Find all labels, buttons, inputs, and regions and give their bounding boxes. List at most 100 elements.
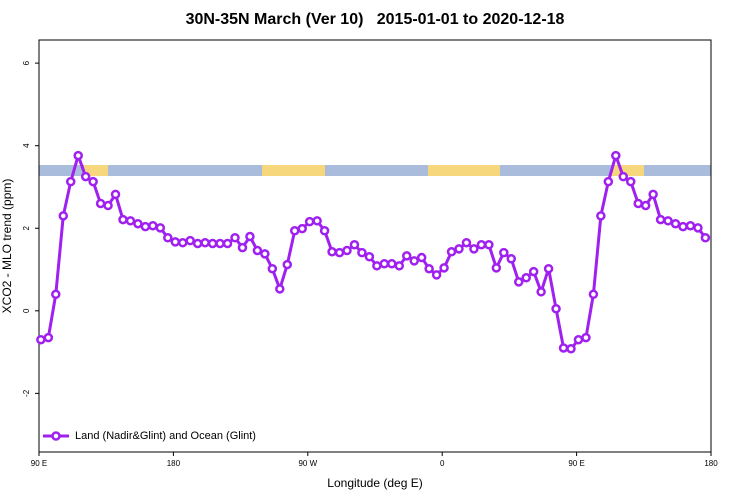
- data-point: [215, 238, 225, 249]
- data-point: [43, 332, 54, 343]
- data-point: [588, 289, 599, 300]
- x-tick-label: 90 E: [31, 459, 47, 468]
- data-point: [521, 273, 531, 283]
- data-point: [648, 189, 658, 200]
- data-point: [618, 171, 629, 182]
- data-point: [200, 237, 210, 248]
- y-axis-label: XCO2 - MLO trend (ppm): [0, 179, 14, 314]
- plot-frame: [38, 39, 712, 453]
- data-point: [289, 225, 300, 236]
- data-point: [596, 211, 606, 221]
- data-point: [36, 334, 46, 345]
- data-point: [237, 242, 248, 253]
- x-tick-label: 180: [167, 459, 181, 468]
- data-point: [611, 150, 621, 161]
- data-point: [693, 223, 703, 233]
- data-point: [655, 214, 666, 225]
- data-point: [334, 247, 345, 258]
- data-point: [170, 237, 181, 247]
- data-point: [155, 223, 166, 233]
- data-point: [387, 259, 397, 269]
- y-tick-label: 0: [22, 308, 31, 313]
- x-axis-label: Longitude (deg E): [327, 476, 422, 490]
- data-point: [499, 247, 509, 258]
- data-point: [670, 218, 681, 229]
- data-point: [192, 238, 203, 249]
- data-point: [252, 245, 263, 256]
- data-point: [513, 277, 524, 287]
- data-point: [491, 263, 502, 273]
- data-point: [461, 237, 472, 248]
- x-tick-label: 0: [440, 459, 445, 468]
- data-point: [454, 244, 464, 254]
- data-point: [207, 238, 218, 249]
- data-point: [372, 261, 382, 271]
- data-point: [476, 240, 487, 250]
- data-point: [51, 289, 61, 300]
- data-point: [327, 247, 337, 257]
- data-point: [506, 254, 517, 264]
- data-point: [528, 266, 539, 277]
- data-point: [103, 200, 113, 211]
- data-point: [245, 231, 255, 242]
- data-point: [663, 216, 673, 226]
- data-point: [700, 232, 711, 243]
- data-point: [312, 216, 322, 226]
- data-point: [543, 263, 554, 274]
- data-point: [416, 252, 427, 263]
- x-tick-label: 180: [704, 459, 718, 468]
- data-point: [230, 232, 240, 243]
- data-point: [573, 334, 584, 345]
- data-point: [685, 221, 696, 231]
- y-tick-label: 6: [22, 60, 31, 65]
- land-ocean-strip: [39, 165, 711, 176]
- data-point: [58, 211, 69, 221]
- legend-label: Land (Nadir&Glint) and Ocean (Glint): [75, 430, 256, 442]
- data-point: [625, 176, 636, 187]
- data-point: [65, 176, 76, 187]
- data-point: [469, 244, 479, 254]
- data-point: [640, 200, 651, 211]
- data-point: [95, 198, 106, 209]
- data-point: [379, 259, 390, 269]
- data-point: [446, 247, 457, 257]
- data-point: [319, 225, 330, 236]
- data-point: [603, 176, 614, 187]
- data-point: [342, 245, 352, 256]
- data-point: [536, 287, 546, 297]
- data-point: [357, 247, 367, 258]
- data-point: [88, 176, 98, 187]
- data-point: [394, 261, 405, 271]
- data-point: [439, 263, 449, 273]
- data-point: [275, 284, 285, 294]
- data-point: [558, 343, 569, 353]
- data-point: [185, 235, 195, 246]
- data-point: [364, 251, 375, 262]
- data-point: [73, 150, 83, 161]
- data-point: [260, 249, 270, 259]
- legend-marker: [51, 431, 61, 441]
- data-point: [297, 223, 307, 234]
- chart-title: 30N-35N March (Ver 10) 2015-01-01 to 202…: [186, 11, 565, 28]
- data-point: [431, 270, 442, 280]
- data-point: [551, 303, 561, 314]
- data-point: [163, 232, 173, 243]
- data-point: [222, 238, 233, 249]
- data-point: [125, 216, 136, 226]
- data-point: [282, 259, 293, 270]
- y-tick-label: 4: [22, 143, 31, 148]
- data-point: [633, 198, 643, 209]
- data-point: [424, 263, 434, 274]
- data-point: [80, 171, 91, 182]
- x-tick-label: 90 W: [298, 459, 317, 468]
- data-point: [581, 332, 591, 343]
- x-tick-label: 90 E: [568, 459, 584, 468]
- data-point: [304, 216, 315, 227]
- data-point: [267, 263, 278, 274]
- data-point: [148, 221, 158, 231]
- data-point: [140, 221, 151, 232]
- data-point: [401, 251, 412, 261]
- data-point: [133, 218, 143, 229]
- data-point: [409, 256, 419, 266]
